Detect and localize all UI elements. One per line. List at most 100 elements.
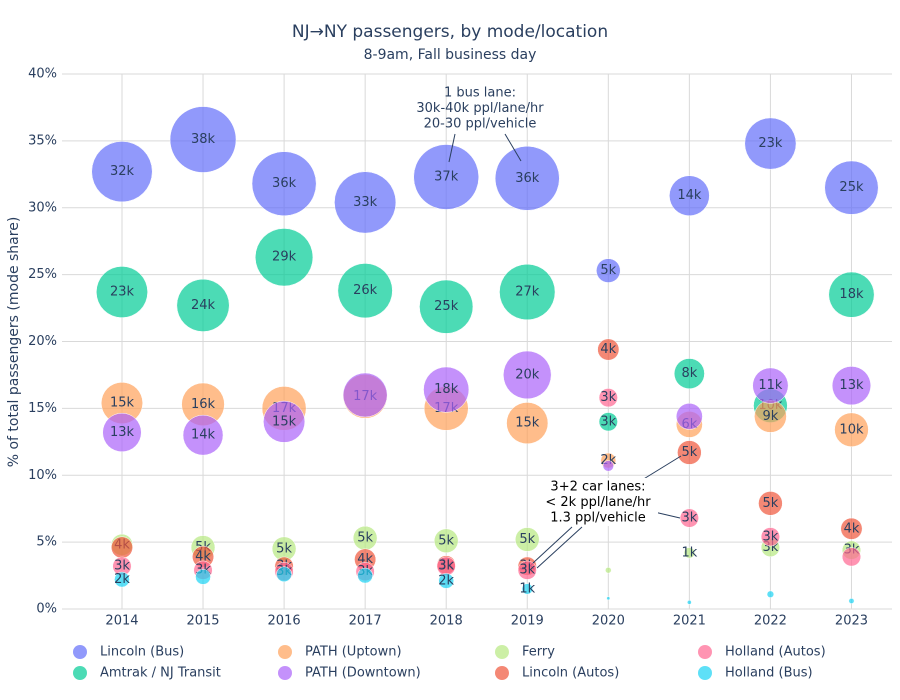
bubble [255,228,314,287]
bubble [752,367,789,404]
series: 2k 2k 1k [114,566,855,605]
bubble [683,547,695,559]
bubble [96,266,148,318]
y-tick-label: 25% [28,267,57,282]
x-tick-label: 2019 [511,614,544,629]
bubble-label: 14k [677,188,702,203]
bubble [679,508,699,528]
bubble [195,569,211,585]
series: 3k3k3k3k3k3k3k3k3k [112,388,861,582]
bubble [176,278,230,332]
bubble-label: 13k [110,425,135,440]
bubble-label: 14k [191,428,216,443]
bubble-label: 5k [600,263,616,278]
x-tick-label: 2023 [835,614,868,629]
bubble-label: 18k [434,382,459,397]
bubble [334,171,397,234]
legend-marker [278,645,292,659]
legend-marker [73,645,87,659]
bubble-label: 24k [191,298,216,313]
legend-label: Lincoln (Autos) [522,666,619,681]
bubble [276,566,292,583]
legend-marker [698,666,712,680]
bubble [515,527,540,552]
series: 32k 38k 36k 33k 37k 36k 5k 14k 23k 25k [91,106,879,283]
bubble [438,573,455,589]
bubble-label: 5k [357,531,373,546]
bubble [413,144,479,210]
y-tick-label: 30% [28,200,57,215]
bubble [337,263,393,319]
bubble [169,106,237,173]
bubble-label: 23k [758,136,783,151]
bubble-label: 13k [839,378,864,393]
bubble-label: 5k [438,533,454,548]
bubble [848,598,855,604]
series: 15k16k17k17k17k15k2k6k9k10k [101,374,869,469]
legend-label: Holland (Autos) [725,645,826,660]
bubble-label: 4k [195,549,211,564]
bubble [263,400,306,443]
bubble-label: 2k [438,573,454,588]
legend-label: Ferry [522,645,555,660]
annotation-bg [538,478,658,526]
series: 4k5k5k5k5k5k1k3k3k [111,525,861,574]
annotation-arrow [448,133,456,163]
bubble [744,117,797,170]
bubble [840,517,863,540]
bubble-label: 5k [276,541,292,556]
annotation-text: 1.3 ppl/vehicle [550,511,646,526]
bubble-label: 25k [839,180,864,195]
bubble-label: 3k [519,563,535,578]
bubble [521,583,533,595]
bubble-label: 32k [110,164,135,179]
bubble-label: 5k [681,445,697,460]
legend-label: PATH (Uptown) [305,645,402,660]
y-tick-label: 20% [28,334,57,349]
legend-marker [495,645,509,659]
bubble [357,567,373,584]
bubble [597,338,620,361]
bubble [111,536,133,559]
bubble-label: 9k [763,409,779,424]
bubble-label: 33k [353,195,378,210]
annotation-text: 1 bus lane: [444,86,516,101]
bubble-label: 20k [515,367,540,382]
annotation-text: 30k-40k ppl/lane/hr [416,101,544,116]
bubble-label: 27k [515,285,540,300]
bubble [834,412,869,447]
bubble [828,271,875,318]
bubble-label: 4k [844,521,860,536]
y-tick-label: 10% [28,468,57,483]
x-tick-label: 2018 [430,614,463,629]
bubble [669,175,710,216]
bubble [251,151,317,217]
bubble-label: 1k [519,581,535,596]
bubble [606,596,611,601]
bubble-label: 15k [272,414,297,429]
legend-marker [495,666,509,680]
bubble-label: 3k [114,559,130,574]
legend-marker [698,645,712,659]
bubble-label: 15k [515,416,540,431]
legend-marker [278,666,292,680]
bubble-label: 26k [353,283,378,298]
bubble-label: 37k [434,169,459,184]
legend-label: Holland (Bus) [725,666,813,681]
x-tick-label: 2016 [268,614,301,629]
x-tick-label: 2017 [349,614,382,629]
x-tick-label: 2021 [673,614,706,629]
annotation-arrow [504,133,522,162]
bubble [433,528,459,554]
bubble [676,403,703,430]
bubble-label: 4k [600,342,616,357]
bubble [605,567,612,574]
annotation-text: 3+2 car lanes: [550,480,645,495]
legend-label: Amtrak / NJ Transit [100,666,221,681]
bubble [602,460,614,472]
bubble [499,263,556,321]
bubble [598,388,618,408]
bubble [760,527,780,547]
chart-title: NJ→NY passengers, by mode/location [292,22,608,42]
